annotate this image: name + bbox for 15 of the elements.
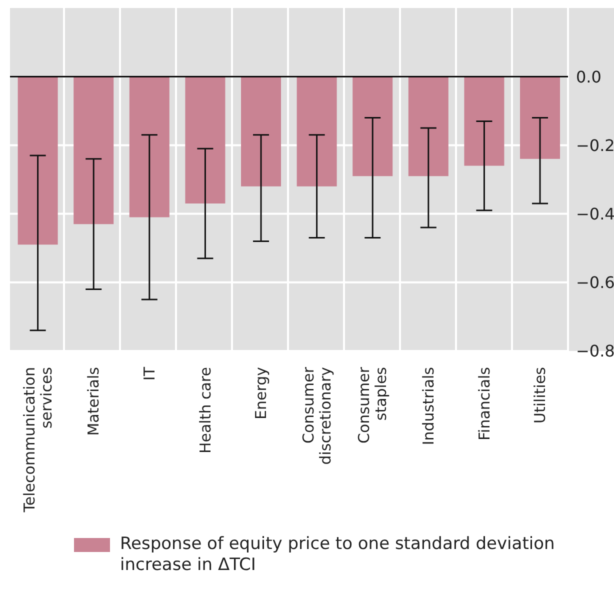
- x-tick-label: Materials: [84, 366, 103, 436]
- y-tick-label: 0.0: [576, 67, 602, 86]
- y-tick-label: −0.6: [576, 273, 614, 292]
- y-tick-label: −0.2: [576, 136, 614, 155]
- x-tick-label: Telecommunication services: [20, 366, 56, 514]
- x-tick-label: Consumer discretionary: [299, 366, 334, 465]
- x-tick-label: IT: [140, 366, 158, 381]
- y-tick-label: −0.8: [576, 342, 614, 361]
- y-tick-label: −0.4: [576, 204, 614, 224]
- x-tick-label: Energy: [252, 366, 270, 420]
- x-tick-label: Utilities: [531, 366, 550, 424]
- x-tick-label: Financials: [475, 366, 494, 440]
- legend-label: Response of equity price to one standard deviation increase in ΔTCI: [120, 534, 556, 576]
- x-tick-label: Industrials: [420, 366, 438, 446]
- x-tick-label: Health care: [196, 367, 214, 454]
